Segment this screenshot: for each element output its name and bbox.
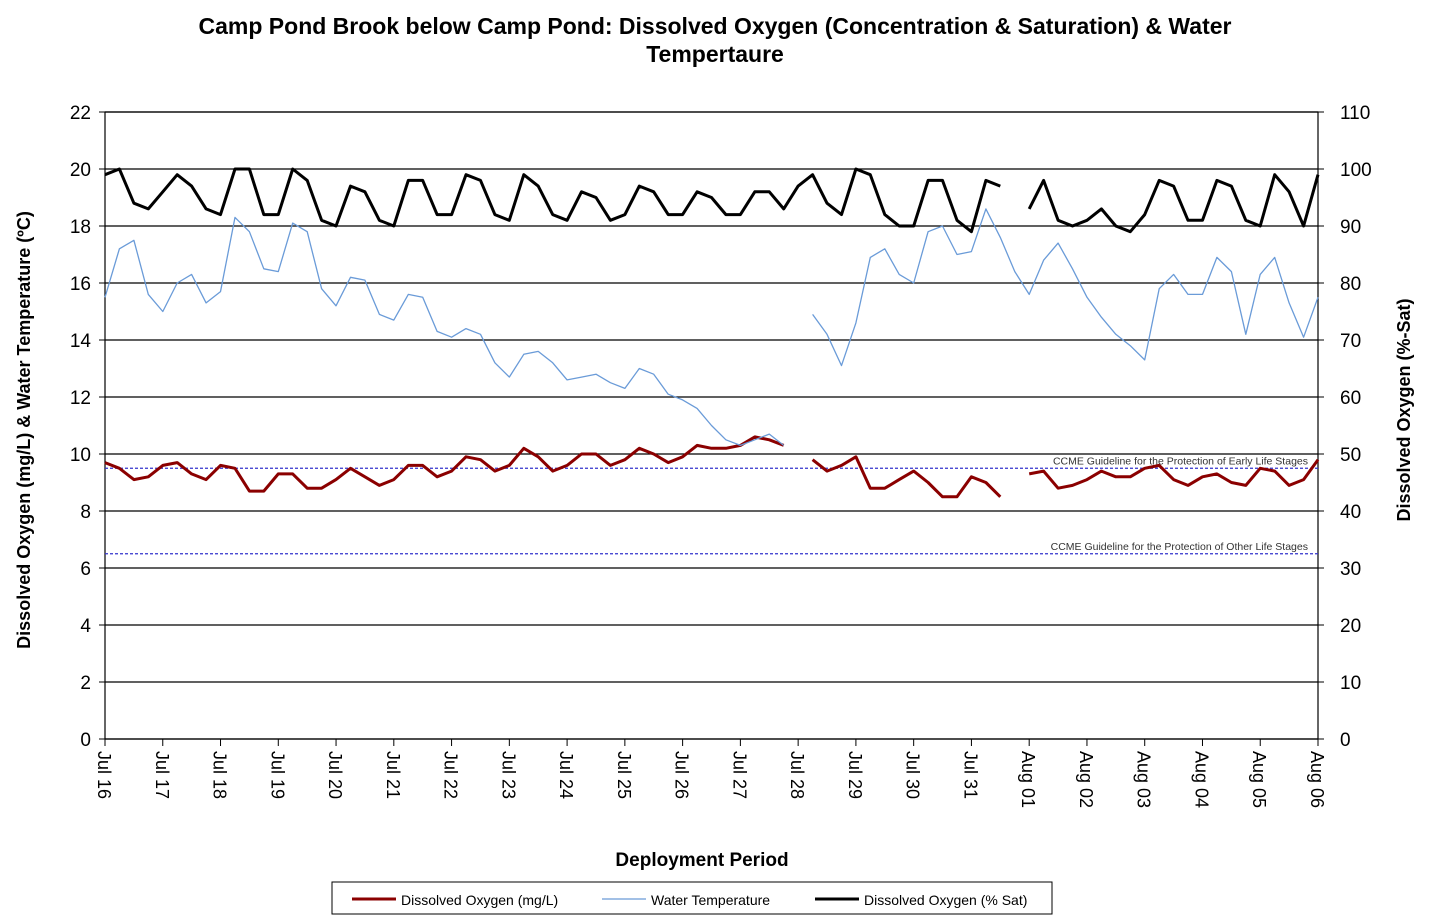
y2-tick-label: 0 (1340, 730, 1351, 751)
y2-tick-label: 40 (1340, 502, 1361, 523)
legend-label: Dissolved Oxygen (mg/L) (401, 892, 558, 908)
guideline-label: CCME Guideline for the Protection of Ear… (1053, 455, 1308, 467)
y-tick-label: 2 (80, 673, 91, 694)
x-tick-label: Jul 25 (614, 751, 634, 799)
y-tick-label: 10 (70, 445, 91, 466)
x-tick-label: Aug 06 (1307, 751, 1327, 808)
x-tick-label: Jul 30 (903, 751, 923, 799)
y2-tick-label: 70 (1340, 331, 1361, 352)
y2-tick-label: 80 (1340, 274, 1361, 295)
x-tick-label: Aug 04 (1191, 751, 1211, 808)
legend-box (331, 881, 1053, 915)
guideline-label: CCME Guideline for the Protection of Oth… (1051, 541, 1308, 553)
y2-tick-label: 30 (1340, 559, 1361, 580)
x-tick-label: Jul 22 (441, 751, 461, 799)
chart-title: Camp Pond Brook below Camp Pond: Dissolv… (198, 13, 1232, 67)
x-tick-label: Jul 18 (210, 751, 230, 799)
series-line (104, 208, 1319, 447)
y2-tick-label: 90 (1340, 217, 1361, 238)
y2-tick-label: 100 (1340, 160, 1372, 181)
x-tick-label: Jul 23 (498, 751, 518, 799)
y2-tick-label: 60 (1340, 388, 1361, 409)
x-tick-label: Jul 27 (729, 751, 749, 799)
y-tick-label: 12 (70, 388, 91, 409)
y-tick-label: 4 (80, 616, 91, 637)
y-tick-label: 6 (80, 559, 91, 580)
x-axis-label: Deployment Period (615, 850, 788, 871)
y2-tick-label: 110 (1340, 103, 1370, 124)
y2-axis-label: Dissolved Oxygen (%-Sat) (1394, 298, 1414, 521)
y-tick-label: 16 (70, 274, 91, 295)
x-tick-label: Jul 31 (960, 751, 980, 799)
y-tick-label: 14 (70, 331, 92, 352)
legend-label: Dissolved Oxygen (% Sat) (864, 892, 1027, 908)
x-tick-label: Jul 29 (845, 751, 865, 799)
y-axis-label: Dissolved Oxygen (mg/L) & Water Temperat… (14, 211, 34, 649)
y-tick-label: 18 (70, 217, 91, 238)
series-line (104, 435, 1320, 499)
y-tick-label: 22 (70, 103, 91, 124)
x-tick-label: Jul 19 (267, 751, 287, 799)
x-tick-label: Aug 05 (1249, 751, 1269, 808)
x-tick-label: Jul 28 (787, 751, 807, 799)
y2-tick-label: 50 (1340, 445, 1361, 466)
series-line (104, 167, 1320, 234)
plot-border (104, 111, 1319, 740)
x-tick-label: Jul 26 (672, 751, 692, 799)
x-tick-label: Aug 01 (1018, 751, 1038, 808)
x-tick-label: Jul 24 (556, 751, 576, 799)
x-tick-label: Jul 16 (94, 751, 114, 799)
x-tick-label: Jul 17 (152, 751, 172, 799)
x-tick-label: Jul 20 (325, 751, 345, 799)
y2-tick-label: 10 (1340, 673, 1361, 694)
y-tick-label: 8 (80, 502, 91, 523)
y-tick-label: 20 (70, 160, 91, 181)
x-tick-label: Aug 02 (1076, 751, 1096, 808)
legend-label: Water Temperature (651, 892, 770, 908)
y-tick-label: 0 (80, 730, 91, 751)
x-tick-label: Aug 03 (1134, 751, 1154, 808)
x-tick-label: Jul 21 (383, 751, 403, 799)
y2-tick-label: 20 (1340, 616, 1361, 637)
